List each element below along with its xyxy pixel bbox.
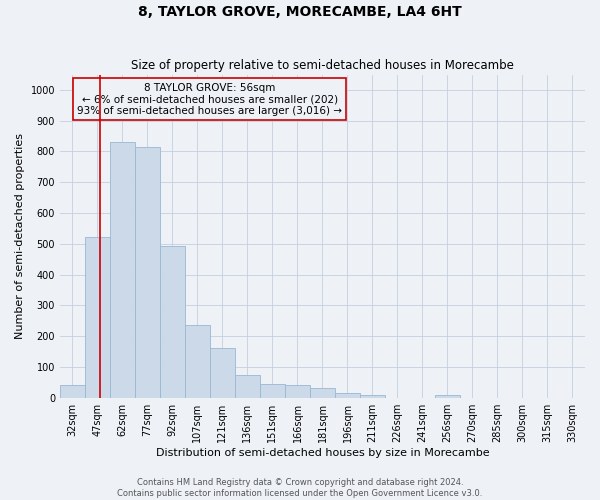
Bar	[235, 374, 260, 398]
Bar	[335, 393, 360, 398]
Text: 8, TAYLOR GROVE, MORECAMBE, LA4 6HT: 8, TAYLOR GROVE, MORECAMBE, LA4 6HT	[138, 5, 462, 19]
Bar	[185, 326, 210, 398]
Bar	[435, 395, 460, 398]
Bar	[135, 147, 160, 398]
Bar	[310, 388, 335, 398]
Title: Size of property relative to semi-detached houses in Morecambe: Size of property relative to semi-detach…	[131, 59, 514, 72]
Bar	[160, 246, 185, 398]
Text: 8 TAYLOR GROVE: 56sqm
← 6% of semi-detached houses are smaller (202)
93% of semi: 8 TAYLOR GROVE: 56sqm ← 6% of semi-detac…	[77, 82, 342, 116]
X-axis label: Distribution of semi-detached houses by size in Morecambe: Distribution of semi-detached houses by …	[155, 448, 489, 458]
Text: Contains HM Land Registry data © Crown copyright and database right 2024.
Contai: Contains HM Land Registry data © Crown c…	[118, 478, 482, 498]
Bar	[110, 142, 135, 398]
Bar	[260, 384, 285, 398]
Bar	[285, 385, 310, 398]
Y-axis label: Number of semi-detached properties: Number of semi-detached properties	[15, 133, 25, 339]
Bar	[210, 348, 235, 398]
Bar	[85, 237, 110, 398]
Bar	[60, 385, 85, 398]
Bar	[360, 395, 385, 398]
